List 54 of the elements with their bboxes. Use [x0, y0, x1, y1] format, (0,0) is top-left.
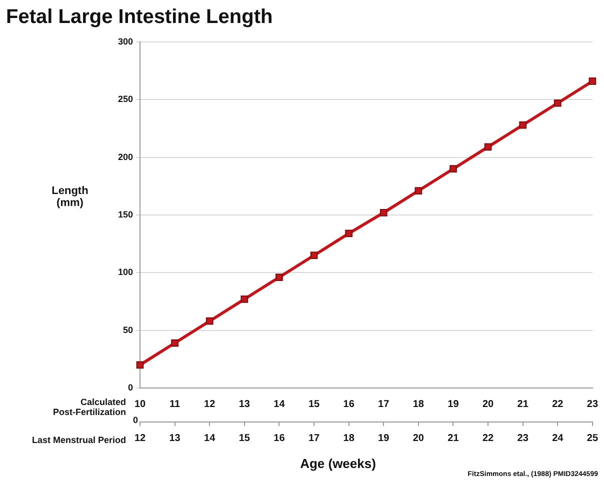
x-tick-label: 18: [412, 398, 424, 410]
x2-tick-label: 24: [552, 432, 564, 444]
x2-tick-label: 12: [134, 432, 146, 444]
x2-tick-label: 22: [482, 432, 494, 444]
point: [171, 339, 178, 347]
x-tick-label: 16: [343, 398, 355, 410]
text: Calculated Post-Fertilization: [52, 397, 126, 417]
x-tick-label: 19: [448, 398, 460, 410]
x-tick-label: 11: [170, 398, 181, 410]
x-tick-label: 13: [238, 398, 250, 410]
x2-tick-label: 16: [274, 432, 286, 444]
x-tick-label: 23: [586, 398, 598, 410]
y-axis-title: Length (mm): [50, 185, 90, 209]
y-tick-label: 200: [118, 152, 133, 162]
point: [136, 361, 144, 369]
x-tick-label: 21: [517, 398, 529, 410]
point: [414, 187, 422, 194]
x2-tick-label: 20: [412, 432, 424, 444]
y-tick-label: 150: [118, 209, 133, 220]
x-tick-label: 14: [274, 398, 286, 410]
x-axis-title: Age (weeks): [299, 456, 377, 471]
point: [484, 143, 492, 151]
point: [380, 209, 388, 216]
x2-tick-label: 17: [308, 432, 320, 444]
point: [276, 274, 283, 281]
x2-tick-label: 21: [448, 432, 460, 444]
y-tick-label: 50: [122, 324, 133, 335]
x2-tick-label: 14: [204, 432, 216, 444]
x-tick-label: 20: [482, 398, 494, 410]
x-tick-label: 17: [378, 398, 390, 410]
point: [240, 296, 248, 303]
text: Last Menstrual Period: [32, 435, 126, 445]
x2-tick-label: 15: [238, 432, 250, 444]
x2-tick-label: 18: [343, 432, 355, 444]
point: [206, 317, 214, 325]
y-tick-label: 100: [118, 267, 133, 278]
point: [450, 165, 457, 173]
chart-title: Fetal Large Intestine Length: [6, 6, 273, 29]
point: [345, 230, 352, 238]
y-tick-label: 300: [118, 36, 133, 46]
x-tick-label: 10: [134, 398, 146, 410]
x2-tick-label: 25: [586, 432, 598, 444]
x2-tick-label: 19: [378, 432, 390, 444]
point: [588, 78, 596, 85]
x-tick-label: 15: [308, 398, 320, 410]
x2-tick-label: 23: [517, 432, 529, 444]
x-tick-label: 22: [552, 398, 564, 410]
x2-tick-label: 13: [169, 432, 181, 444]
point: [310, 252, 318, 260]
point: [519, 121, 527, 129]
point: [554, 99, 562, 107]
x-tick-label: 12: [204, 398, 216, 410]
y-tick-label: 250: [118, 94, 133, 104]
y-tick-label: 0: [128, 382, 133, 392]
